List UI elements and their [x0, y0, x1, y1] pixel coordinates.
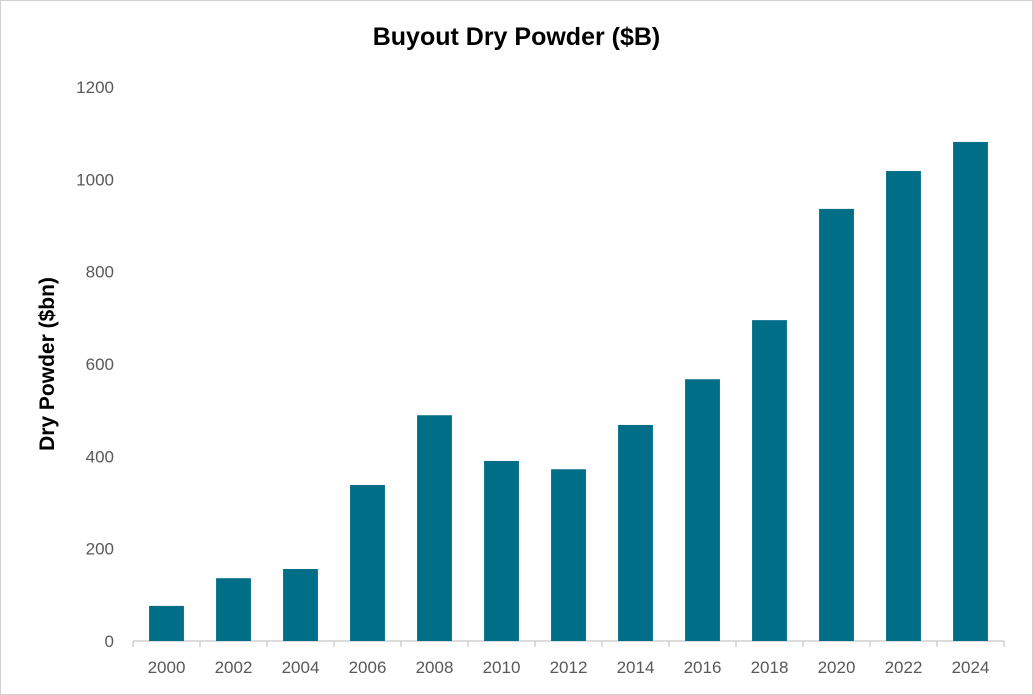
- y-tick-label: 1000: [76, 170, 114, 189]
- y-tick-label: 400: [86, 447, 114, 466]
- bar-2024: [953, 141, 988, 641]
- x-tick-label: 2004: [282, 658, 320, 677]
- x-tick-label: 2006: [349, 658, 387, 677]
- y-tick-label: 1200: [76, 78, 114, 97]
- x-tick-label: 2022: [885, 658, 923, 677]
- bar-2008: [417, 415, 452, 641]
- chart-title: Buyout Dry Powder ($B): [372, 23, 661, 51]
- bar-2006: [350, 484, 385, 641]
- x-tick-label: 2018: [751, 658, 789, 677]
- x-tick-label: 2012: [550, 658, 588, 677]
- bar-2020: [819, 208, 854, 641]
- bar-2010: [484, 460, 519, 641]
- bar-2016: [685, 379, 720, 641]
- x-tick-label: 2024: [952, 658, 990, 677]
- bar-2012: [551, 469, 586, 641]
- bar-2004: [283, 568, 318, 641]
- bar-2022: [886, 171, 921, 642]
- y-tick-label: 600: [86, 355, 114, 374]
- bar-2014: [618, 424, 653, 641]
- x-tick-label: 2000: [148, 658, 186, 677]
- x-tick-label: 2008: [416, 658, 454, 677]
- y-tick-label: 800: [86, 263, 114, 282]
- x-tick-label: 2010: [483, 658, 521, 677]
- x-tick-label: 2020: [818, 658, 856, 677]
- bar-2000: [149, 605, 184, 641]
- x-tick-label: 2014: [617, 658, 655, 677]
- x-tick-label: 2002: [215, 658, 253, 677]
- y-tick-label: 200: [86, 540, 114, 559]
- x-tick-label: 2016: [684, 658, 722, 677]
- bar-2002: [216, 578, 251, 641]
- y-tick-label: 0: [105, 632, 114, 651]
- bar-2018: [752, 320, 787, 641]
